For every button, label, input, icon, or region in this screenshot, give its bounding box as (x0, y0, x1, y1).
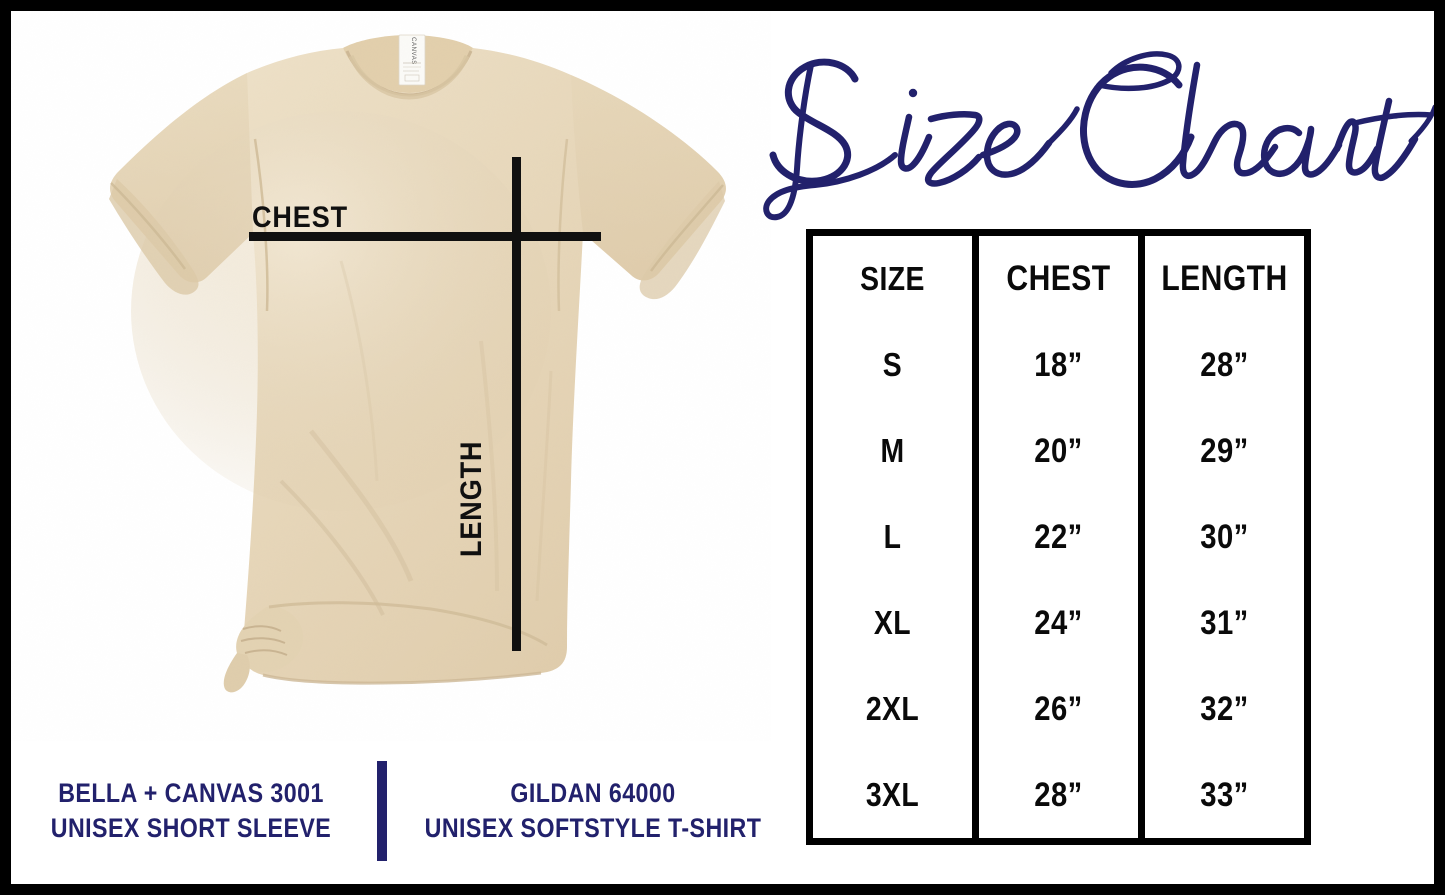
size-table-cell-chest-l: 22” (1034, 517, 1083, 556)
size-table-column-chest: CHEST 18” 20” 22” 24” 26” 28” (972, 236, 1138, 838)
length-measure-line (512, 157, 521, 651)
size-table-header-size: SIZE (860, 260, 925, 297)
size-table-column-length: LENGTH 28” 29” 30” 31” 32” 33” (1138, 236, 1304, 838)
fabric-texture (11, 11, 771, 741)
size-chart-script-title (763, 51, 1434, 221)
caption-divider (377, 761, 387, 861)
size-table-cell-length-l: 30” (1200, 517, 1249, 556)
size-table-cell-chest-xl: 24” (1034, 603, 1083, 642)
size-table-cell-chest-3xl: 28” (1034, 775, 1083, 814)
size-table-header-chest: CHEST (1006, 259, 1111, 298)
caption-left-line1: BELLA + CANVAS 3001 (58, 777, 324, 808)
size-table-cell-length-3xl: 33” (1200, 775, 1249, 814)
size-table-cell-chest-m: 20” (1034, 431, 1083, 470)
tshirt-graphic: CANVAS (11, 11, 771, 741)
caption-bella-canvas: BELLA + CANVAS 3001 UNISEX SHORT SLEEVE (36, 776, 346, 846)
chest-measure-label: CHEST (252, 201, 349, 234)
size-table: SIZE S M L XL 2XL 3XL CHEST 18” 20” 22” … (806, 229, 1311, 845)
chest-measure-line (249, 232, 601, 241)
caption-left-line2: UNISEX SHORT SLEEVE (50, 813, 332, 843)
length-measure-label: LENGTH (455, 440, 488, 557)
caption-right-line2: UNISEX SOFTSTYLE T-SHIRT (424, 813, 762, 843)
size-table-column-size: SIZE S M L XL 2XL 3XL (813, 236, 972, 838)
size-table-cell-chest-s: 18” (1034, 345, 1083, 384)
size-table-cell-size-xl: XL (873, 604, 912, 641)
size-table-cell-length-m: 29” (1200, 431, 1249, 470)
chart-canvas: CANVAS (11, 11, 1434, 884)
size-table-cell-size-3xl: 3XL (865, 776, 920, 813)
size-table-cell-size-s: S (882, 346, 903, 383)
size-table-cell-length-xl: 31” (1200, 603, 1249, 642)
size-table-cell-length-s: 28” (1200, 345, 1249, 384)
size-table-cell-size-l: L (883, 518, 902, 555)
caption-right-line1: GILDAN 64000 (510, 777, 676, 808)
size-table-header-length: LENGTH (1161, 259, 1288, 298)
caption-gildan: GILDAN 64000 UNISEX SOFTSTYLE T-SHIRT (421, 776, 765, 846)
size-table-cell-chest-2xl: 26” (1034, 689, 1083, 728)
brand-captions: BELLA + CANVAS 3001 UNISEX SHORT SLEEVE … (11, 756, 801, 866)
size-table-cell-length-2xl: 32” (1200, 689, 1249, 728)
size-table-cell-size-m: M (880, 432, 905, 469)
size-table-cell-size-2xl: 2XL (865, 690, 920, 727)
tshirt-illustration: CANVAS (11, 11, 771, 741)
page-title (759, 45, 1434, 230)
